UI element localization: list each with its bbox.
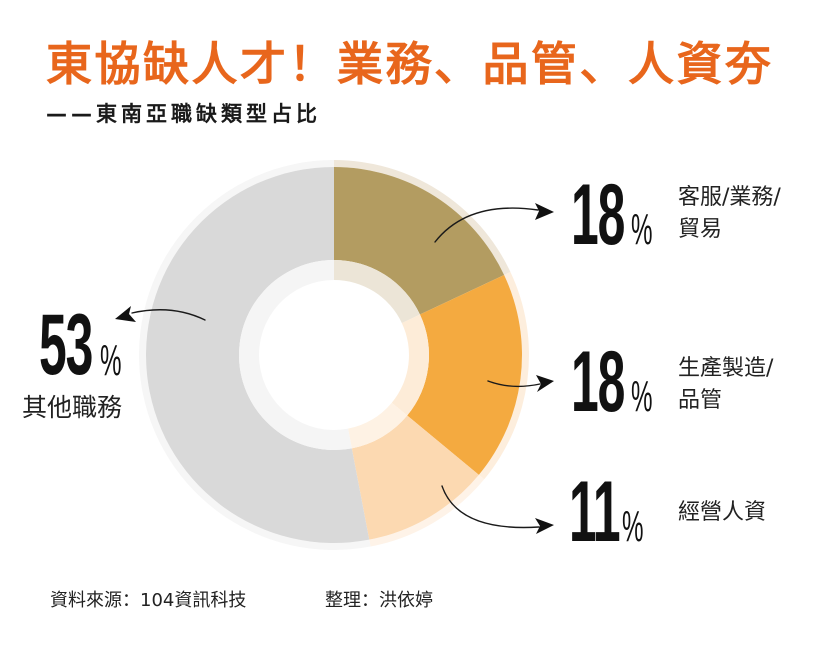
callout-value-customer-service: 18: [571, 167, 625, 263]
arrowhead-left-icon: [115, 306, 136, 322]
label-line: 其他職務: [22, 393, 123, 422]
label-line: 經營人資: [678, 500, 767, 525]
callout-value-other: 53: [39, 297, 93, 393]
label-line: 品管: [678, 388, 723, 413]
donut-slice-segment-3: [145, 167, 370, 543]
arrow-other: [131, 309, 206, 321]
arrow-hr: [441, 485, 540, 529]
donut-inner-band-segment-0: [334, 260, 420, 324]
donut-halo-segment-2: [369, 474, 485, 547]
callout-unit: %: [631, 372, 653, 421]
label-line: 貿易: [678, 217, 723, 242]
donut-slice-segment-0: [334, 167, 505, 315]
donut-inner-band-segment-3: [239, 260, 352, 450]
donut-halo-segment-0: [334, 160, 511, 275]
donut-slice-segment-1: [407, 274, 522, 475]
callout-value-manufacturing: 18: [571, 334, 625, 430]
callout-label-other: 其他職務: [22, 392, 122, 424]
callout-label-manufacturing: 生產製造/ 品管: [678, 353, 773, 417]
arrow-manufacturing: [487, 380, 541, 388]
donut-segments: [139, 160, 529, 550]
callout-label-hr: 經營人資: [678, 497, 766, 529]
donut-slice-segment-2: [351, 415, 479, 540]
editor-credit: 整理：洪依婷: [325, 590, 433, 611]
page-title: 東協缺人才！業務、品管、人資夯: [46, 37, 774, 91]
callout-label-customer-service: 客服/業務/ 貿易: [678, 182, 781, 246]
donut-inner-band-segment-2: [348, 402, 408, 449]
arrowhead-right-icon: [535, 518, 554, 534]
label-line: 生產製造/: [678, 356, 774, 381]
callout-unit: %: [631, 205, 653, 254]
chart-subtitle: ——東南亞職缺類型占比: [46, 102, 321, 126]
source-credit: 資料來源：104資訊科技: [50, 590, 247, 611]
arrow-customer-service: [434, 207, 539, 243]
callout-value-hr: 11: [569, 464, 621, 560]
donut-inner-band-segment-1: [391, 314, 429, 416]
arrowhead-right-icon: [535, 203, 554, 220]
arrowhead-right-icon: [536, 375, 554, 392]
callout-arrows: [131, 207, 541, 529]
donut-halo-segment-1: [478, 271, 529, 480]
arrowheads: [115, 203, 554, 534]
callout-unit: %: [100, 336, 122, 385]
callout-unit: %: [622, 502, 644, 551]
label-line: 客服/業務/: [678, 185, 781, 210]
